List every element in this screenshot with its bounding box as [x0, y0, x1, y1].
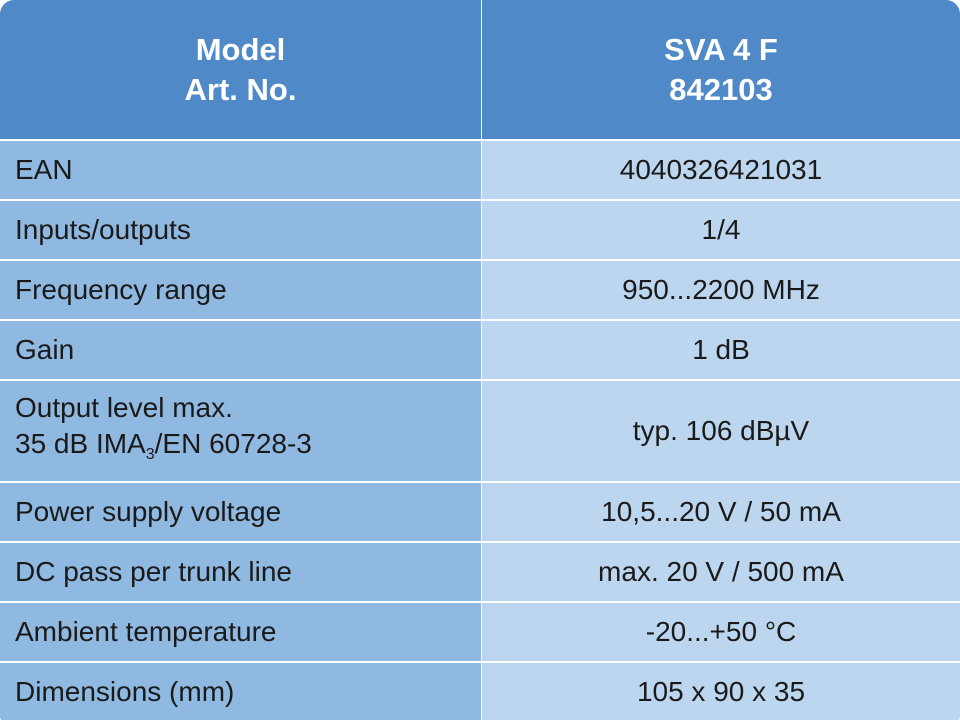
- row-value: 10,5...20 V / 50 mA: [482, 483, 960, 541]
- header-text: 842103: [669, 71, 773, 107]
- row-label: Dimensions (mm): [0, 663, 481, 720]
- row-label: DC pass per trunk line: [0, 543, 481, 601]
- row-value: typ. 106 dBµV: [482, 381, 960, 481]
- row-value: 105 x 90 x 35: [482, 663, 960, 720]
- label-text: 35 dB IMA: [15, 427, 146, 459]
- row-value: max. 20 V / 500 mA: [482, 543, 960, 601]
- row-value: 4040326421031: [482, 141, 960, 199]
- header-text: SVA 4 F: [664, 31, 778, 67]
- header-cell: SVA 4 F 842103: [482, 0, 960, 139]
- label-text: /EN 60728-3: [154, 427, 312, 459]
- header-cell: Model Art. No.: [0, 0, 481, 139]
- header-text: Art. No.: [184, 71, 297, 107]
- row-label: Ambient temperature: [0, 603, 481, 661]
- row-label: Power supply voltage: [0, 483, 481, 541]
- row-label: Frequency range: [0, 261, 481, 319]
- row-value: 950...2200 MHz: [482, 261, 960, 319]
- row-label: EAN: [0, 141, 481, 199]
- label-subscript: 3: [145, 445, 155, 463]
- row-label: Output level max. 35 dB IMA3/EN 60728-3: [0, 381, 481, 481]
- row-value: 1/4: [482, 201, 960, 259]
- label-line: Output level max.: [15, 391, 233, 423]
- row-label: Gain: [0, 321, 481, 379]
- row-value: 1 dB: [482, 321, 960, 379]
- row-value: -20...+50 °C: [482, 603, 960, 661]
- label-line: 35 dB IMA3/EN 60728-3: [15, 426, 312, 473]
- row-label: Inputs/outputs: [0, 201, 481, 259]
- header-text: Model: [195, 31, 286, 67]
